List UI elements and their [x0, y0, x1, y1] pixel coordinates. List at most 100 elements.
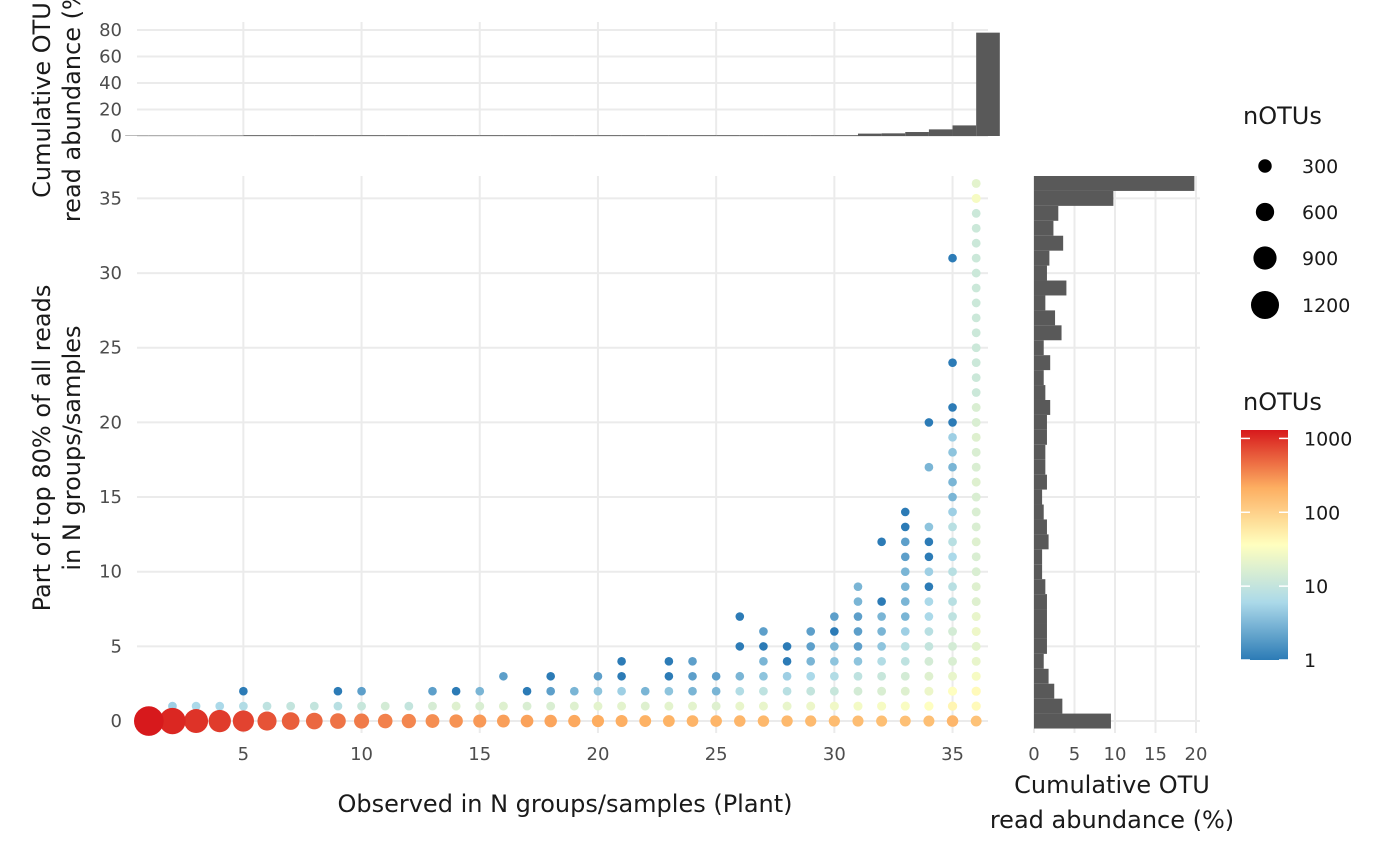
- top-bar: [621, 135, 646, 136]
- main-x-tick-label: 20: [587, 744, 610, 765]
- scatter-point: [947, 701, 958, 711]
- scatter-point: [133, 706, 164, 736]
- top-y-tick-label: 60: [99, 47, 122, 68]
- scatter-point: [877, 612, 886, 621]
- scatter-point: [948, 656, 957, 666]
- scatter-point: [971, 507, 981, 517]
- scatter-point: [333, 701, 343, 711]
- scatter-point: [544, 714, 557, 728]
- scatter-point: [948, 477, 957, 487]
- scatter-point: [639, 715, 652, 727]
- scatter-point: [806, 656, 816, 666]
- scatter-point: [948, 567, 957, 577]
- scatter-point: [924, 567, 934, 577]
- scatter-point: [971, 597, 981, 607]
- scatter-point: [829, 671, 839, 681]
- scatter-point: [877, 627, 886, 636]
- scatter-point: [923, 715, 935, 727]
- scatter-point: [591, 714, 605, 728]
- scatter-point: [782, 657, 792, 666]
- scatter-point: [948, 612, 957, 621]
- right-bar: [1034, 250, 1050, 266]
- right-bar: [1034, 504, 1044, 520]
- top-bar: [503, 135, 528, 136]
- scatter-point: [971, 298, 981, 308]
- scatter-point: [806, 642, 816, 651]
- main-x-tick-label: 25: [705, 744, 728, 765]
- top-bar: [550, 135, 575, 136]
- scatter-point: [184, 709, 209, 734]
- right-bar: [1034, 653, 1044, 669]
- scatter-point: [828, 715, 840, 727]
- scatter-point: [971, 447, 981, 457]
- size-legend-key: [1253, 246, 1277, 270]
- main-y-tick-label: 10: [99, 562, 122, 583]
- main-x-tick-label: 35: [941, 744, 964, 765]
- top-bar: [928, 129, 953, 136]
- right-bar: [1034, 370, 1044, 386]
- scatter-point: [853, 627, 863, 636]
- scatter-point: [475, 686, 485, 696]
- scatter-point: [971, 537, 981, 547]
- top-bar: [857, 133, 882, 136]
- right-grid: [1033, 176, 1200, 733]
- scatter-point: [948, 418, 957, 427]
- scatter-point: [900, 642, 910, 651]
- right-bar: [1034, 609, 1047, 624]
- right-bar: [1034, 280, 1067, 296]
- top-bar: [645, 135, 669, 136]
- scatter-point: [428, 686, 437, 696]
- scatter-point: [971, 612, 981, 622]
- scatter-point: [971, 701, 981, 711]
- scatter-point: [499, 671, 508, 681]
- scatter-point: [924, 462, 934, 472]
- scatter-point: [262, 701, 272, 711]
- scatter-point: [971, 522, 981, 532]
- scatter-point: [191, 701, 201, 711]
- scatter-point: [615, 715, 628, 728]
- main-y-tick-label: 30: [99, 263, 122, 284]
- right-x-axis-title-line-1: Cumulative OTU: [1014, 771, 1210, 799]
- top-bar: [881, 133, 906, 136]
- right-x-axis-title-line-2: read abundance (%): [990, 806, 1234, 834]
- colorbar-label: 1000: [1304, 428, 1352, 450]
- right-bar: [1034, 399, 1051, 415]
- scatter-point: [876, 715, 888, 727]
- scatter-point: [971, 656, 981, 666]
- scatter-point: [159, 707, 186, 735]
- right-bar: [1034, 205, 1059, 221]
- scatter-point: [759, 656, 768, 666]
- main-x-tick-label: 5: [238, 744, 249, 765]
- top-y-axis-title-line-2: read abundance (%): [58, 0, 86, 222]
- top-bar: [290, 135, 315, 136]
- scatter-point: [971, 492, 981, 502]
- top-y-tick-label: 20: [99, 100, 122, 121]
- scatter-point: [971, 223, 981, 233]
- scatter-point: [971, 462, 981, 472]
- scatter-point: [593, 671, 603, 681]
- scatter-point: [617, 701, 627, 711]
- scatter-point: [380, 701, 390, 711]
- right-x-tick-label: 15: [1144, 744, 1167, 765]
- top-bar: [243, 135, 268, 136]
- scatter-point: [640, 686, 650, 696]
- top-bar: [385, 135, 409, 136]
- scatter-point: [948, 552, 957, 562]
- top-bar: [668, 135, 693, 136]
- main-scatter-panel: 5 10 15 20 25 30 35 0 5 10 15 20 25 30 35: [99, 176, 988, 765]
- scatter-point: [971, 477, 981, 487]
- scatter-point: [900, 701, 910, 711]
- right-x-tick-label: 0: [1028, 744, 1039, 765]
- right-bar: [1034, 295, 1046, 311]
- color-legend-ticks: 1 10 100 1000: [1241, 428, 1352, 672]
- scatter-point: [309, 701, 319, 711]
- top-bar: [739, 135, 764, 136]
- scatter-point: [948, 522, 957, 532]
- scatter-point: [640, 701, 650, 711]
- scatter-point: [947, 686, 958, 696]
- scatter-point: [759, 627, 768, 636]
- main-x-tick-label: 10: [350, 744, 373, 765]
- scatter-point: [830, 627, 839, 636]
- top-bar: [952, 125, 977, 136]
- right-bar: [1034, 594, 1047, 610]
